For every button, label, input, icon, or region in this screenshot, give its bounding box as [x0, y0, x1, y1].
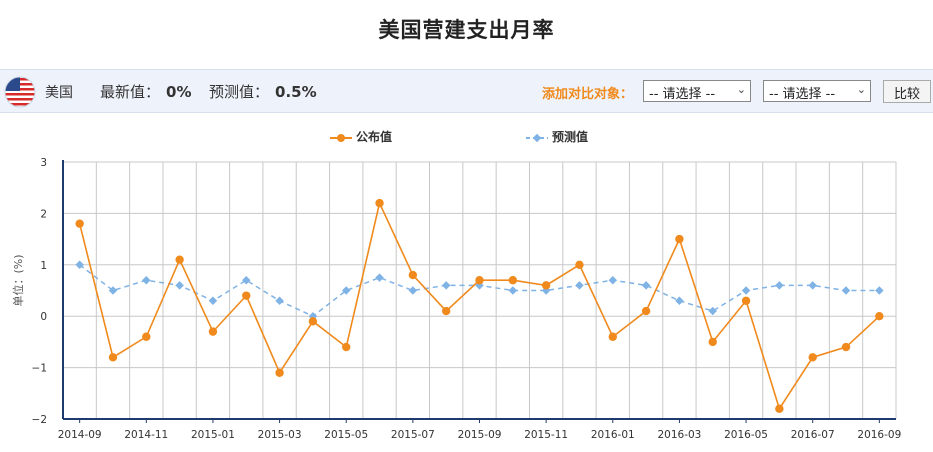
- actual-point: [575, 260, 584, 269]
- chevron-down-icon: ⌄: [736, 83, 746, 96]
- actual-point: [841, 342, 851, 352]
- actual-point: [242, 291, 251, 300]
- compare-select-1-value: -- 请选择 --: [649, 87, 716, 102]
- page-title: 美国营建支出月率: [378, 18, 555, 42]
- forecast-point: [242, 275, 251, 285]
- actual-point: [142, 332, 151, 341]
- x-tick-label: 2016-05: [724, 429, 768, 441]
- actual-point: [775, 404, 784, 413]
- forecast-point: [275, 296, 284, 306]
- legend-forecast-label: 预测值: [552, 130, 589, 144]
- legend-forecast[interactable]: 预测值: [526, 128, 588, 145]
- latest-label: 最新值：: [100, 83, 161, 101]
- actual-point: [741, 296, 751, 305]
- forecast-point: [441, 281, 451, 290]
- actual-point: [441, 306, 451, 316]
- chevron-down-icon: ⌄: [856, 83, 866, 96]
- actual-point: [75, 219, 84, 228]
- x-tick-label: 2015-03: [258, 429, 302, 441]
- actual-point: [175, 255, 184, 264]
- legend-actual[interactable]: 公布值: [330, 128, 392, 145]
- y-tick-label: −1: [32, 363, 47, 375]
- forecast-point: [775, 281, 784, 290]
- forecast-label: 预测值：: [209, 83, 270, 101]
- actual-point: [108, 353, 118, 362]
- forecast-point: [841, 286, 851, 295]
- compare-select-1[interactable]: -- 请选择 -- ⌄: [643, 80, 751, 102]
- x-tick-label: 2016-09: [857, 429, 901, 441]
- country-name: 美国: [45, 85, 73, 101]
- actual-point: [408, 270, 418, 280]
- actual-point: [541, 281, 551, 290]
- y-tick-label: −2: [32, 414, 47, 426]
- legend-actual-label: 公布值: [356, 130, 393, 144]
- x-tick-label: 2014-11: [124, 429, 168, 441]
- actual-point: [708, 337, 717, 347]
- actual-point: [641, 306, 651, 316]
- actual-point: [475, 276, 484, 285]
- forecast-point: [341, 286, 351, 295]
- x-tick-label: 2015-01: [191, 429, 235, 441]
- forecast-line: [79, 264, 880, 318]
- latest-number: 0%: [166, 83, 192, 101]
- forecast-point: [808, 281, 817, 290]
- x-tick-label: 2015-05: [324, 429, 368, 441]
- legend-actual-marker-icon: [330, 133, 352, 142]
- actual-point: [342, 342, 351, 352]
- compare-select-2-value: -- 请选择 --: [769, 87, 836, 102]
- x-tick-label: 2015-09: [458, 429, 502, 441]
- actual-point: [675, 234, 684, 244]
- forecast-point: [208, 296, 218, 306]
- forecast-point: [741, 286, 751, 295]
- latest-value: 最新值： 0%: [100, 81, 191, 102]
- forecast-point: [641, 281, 651, 290]
- forecast-number: 0.5%: [275, 83, 317, 101]
- line-chart: −2 −1 0 1 2 3 2014-09 2014-11 2015-01 2015-03 2015…: [11, 157, 902, 441]
- x-tick-label: 2016-01: [591, 429, 635, 441]
- actual-point: [375, 198, 384, 208]
- forecast-point: [675, 296, 684, 306]
- info-bar: 美国 最新值： 0% 预测值： 0.5% 添加对比对象： -- 请选择 -- ⌄ --…: [0, 69, 933, 113]
- actual-point: [508, 276, 518, 285]
- us-flag-icon: [4, 76, 36, 108]
- compare-button[interactable]: 比较: [883, 80, 931, 103]
- x-tick-label: 2015-11: [524, 429, 568, 441]
- x-tick-label: 2016-07: [791, 429, 835, 441]
- compare-select-2[interactable]: -- 请选择 -- ⌄: [763, 80, 871, 102]
- forecast-point: [575, 281, 584, 290]
- actual-point: [608, 332, 617, 341]
- actual-point: [875, 312, 884, 321]
- forecast-point: [375, 273, 384, 282]
- forecast-point: [708, 306, 717, 316]
- series: [75, 198, 884, 413]
- axes: −2 −1 0 1 2 3 2014-09 2014-11 2015-01 2015-03 2015…: [32, 157, 902, 441]
- forecast-point: [508, 286, 518, 295]
- y-tick-label: 1: [40, 260, 47, 272]
- actual-point: [275, 368, 284, 377]
- actual-point: [308, 317, 318, 326]
- actual-point: [208, 327, 218, 336]
- y-tick-label: 0: [40, 311, 47, 323]
- forecast-point: [175, 281, 184, 290]
- y-tick-label: 2: [40, 208, 47, 220]
- actual-point: [808, 353, 817, 362]
- x-tick-label: 2016-03: [657, 429, 701, 441]
- y-tick-label: 3: [40, 157, 47, 169]
- forecast-value: 预测值： 0.5%: [209, 81, 317, 102]
- actual-line: [78, 200, 880, 411]
- x-tick-label: 2015-07: [391, 429, 435, 441]
- compare-label: 添加对比对象：: [542, 87, 634, 102]
- forecast-point: [608, 275, 618, 285]
- forecast-point: [408, 286, 418, 295]
- forecast-point: [875, 286, 884, 295]
- x-tick-label: 2014-09: [58, 429, 102, 441]
- forecast-point: [142, 275, 151, 285]
- y-axis-label: 单位：(%): [11, 254, 25, 306]
- legend-forecast-marker-icon: [526, 133, 548, 142]
- forecast-point: [75, 260, 84, 270]
- forecast-point: [108, 286, 118, 295]
